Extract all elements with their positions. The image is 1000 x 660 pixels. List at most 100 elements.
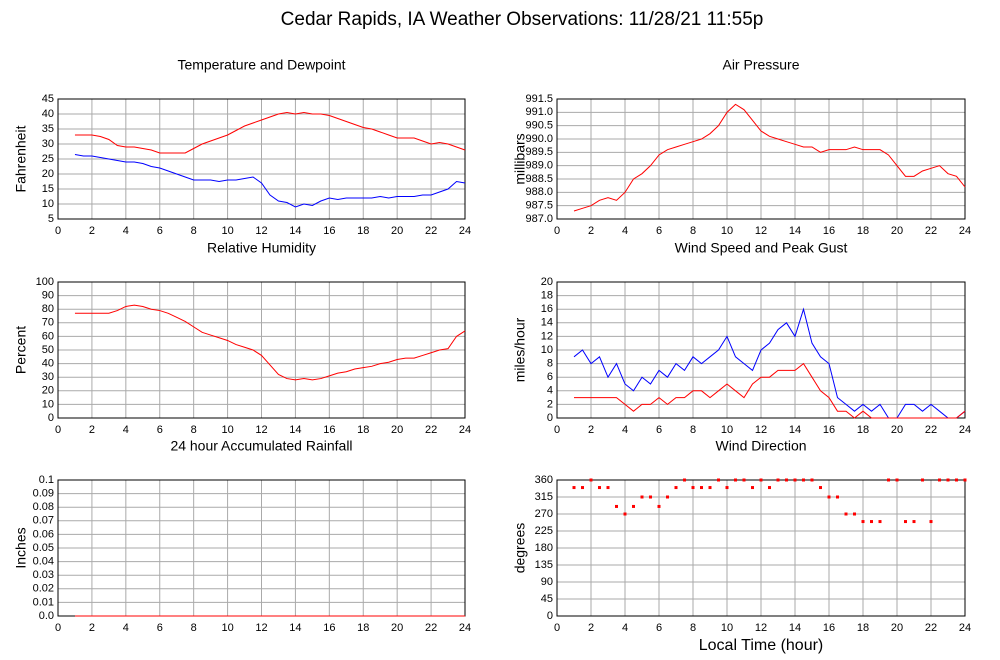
- y-tick-label: 90: [541, 576, 553, 588]
- data-point: [836, 495, 839, 499]
- x-tick-label: 12: [255, 424, 267, 436]
- y-tick-label: 70: [42, 317, 54, 329]
- data-point: [929, 520, 933, 524]
- y-tick-label: 0.0: [39, 610, 54, 622]
- x-tick-label: 18: [357, 225, 369, 237]
- x-tick-label: 22: [925, 424, 937, 436]
- x-tick-label: 14: [289, 424, 301, 436]
- data-point: [785, 478, 788, 482]
- x-tick-label: 8: [690, 424, 696, 436]
- x-tick-label: 2: [588, 622, 594, 634]
- data-point: [683, 478, 686, 482]
- x-tick-label: 16: [323, 622, 335, 634]
- x-tick-label: 4: [123, 424, 129, 436]
- y-tick-label: 0.05: [33, 542, 54, 554]
- y-tick-label: 0.03: [33, 569, 54, 581]
- y-tick-label: 0.09: [33, 488, 54, 500]
- data-point: [751, 486, 754, 490]
- x-tick-label: 6: [157, 424, 163, 436]
- x-tick-label: 4: [622, 622, 628, 634]
- x-tick-label: 20: [891, 622, 903, 634]
- x-tick-label: 18: [857, 622, 869, 634]
- y-tick-label: 60: [42, 330, 54, 342]
- y-tick-label: 988.0: [525, 186, 553, 198]
- x-tick-label: 6: [157, 622, 163, 634]
- y-tick-label: 0.02: [33, 583, 54, 595]
- data-point: [717, 478, 720, 482]
- y-tick-label: 315: [535, 491, 553, 503]
- data-line: [573, 103, 966, 212]
- x-tick-label: 24: [459, 225, 471, 237]
- y-tick-label: 80: [42, 303, 54, 315]
- data-point: [606, 486, 610, 490]
- x-tick-label: 22: [425, 622, 437, 634]
- data-line: [74, 304, 466, 381]
- plot-frame: [57, 98, 466, 220]
- x-tick-label: 20: [391, 225, 403, 237]
- y-tick-label: 35: [42, 123, 54, 135]
- x-tick-label: 0: [55, 622, 61, 634]
- y-axis-label: Fahrenheit: [13, 125, 29, 192]
- x-tick-label: 10: [721, 622, 733, 634]
- y-tick-label: 10: [541, 344, 553, 356]
- data-point: [615, 504, 618, 508]
- data-point: [870, 520, 873, 524]
- x-tick-label: 22: [925, 622, 937, 634]
- x-tick-label: 24: [959, 424, 971, 436]
- data-point: [666, 495, 669, 499]
- x-tick-label: 14: [789, 225, 801, 237]
- data-point: [955, 478, 958, 482]
- data-point: [938, 478, 941, 482]
- x-tick-label: 6: [656, 622, 662, 634]
- data-point: [802, 478, 805, 482]
- data-point: [589, 478, 593, 482]
- y-tick-label: 180: [535, 542, 553, 554]
- y-tick-label: 990.0: [525, 133, 553, 145]
- plot-frame: [556, 98, 966, 220]
- data-point: [657, 504, 661, 508]
- data-point: [649, 495, 652, 499]
- x-tick-label: 2: [89, 225, 95, 237]
- y-tick-label: 40: [42, 358, 54, 370]
- x-tick-label: 10: [721, 424, 733, 436]
- x-tick-label: 18: [857, 225, 869, 237]
- x-tick-label: 4: [622, 225, 628, 237]
- x-tick-label: 16: [323, 225, 335, 237]
- x-tick-label: 12: [255, 225, 267, 237]
- x-tick-label: 2: [588, 424, 594, 436]
- x-tick-label: 16: [823, 424, 835, 436]
- y-tick-label: 989.0: [525, 160, 553, 172]
- x-tick-label: 8: [690, 622, 696, 634]
- x-tick-label: 10: [721, 225, 733, 237]
- x-tick-label: 12: [255, 622, 267, 634]
- y-tick-label: 30: [42, 371, 54, 383]
- data-point: [768, 486, 771, 490]
- data-point: [912, 520, 916, 524]
- x-tick-label: 0: [554, 225, 560, 237]
- y-tick-label: 360: [535, 474, 553, 486]
- x-tick-label: 16: [823, 225, 835, 237]
- data-point: [921, 478, 924, 482]
- data-point: [844, 512, 848, 516]
- x-tick-label: 4: [622, 424, 628, 436]
- y-tick-label: 10: [42, 398, 54, 410]
- y-tick-label: 12: [541, 330, 553, 342]
- data-point: [691, 486, 695, 490]
- y-axis-label: millibars: [512, 133, 528, 184]
- y-tick-label: 0.06: [33, 528, 54, 540]
- x-tick-label: 0: [554, 424, 560, 436]
- x-tick-label: 8: [191, 225, 197, 237]
- y-tick-label: 989.5: [525, 146, 553, 158]
- data-point: [819, 486, 822, 490]
- y-tick-label: 100: [36, 276, 54, 288]
- y-tick-label: 6: [547, 371, 553, 383]
- data-line: [74, 154, 466, 208]
- data-point: [734, 478, 737, 482]
- x-tick-label: 8: [191, 622, 197, 634]
- y-tick-label: 8: [547, 358, 553, 370]
- y-tick-label: 45: [42, 93, 54, 105]
- y-tick-label: 991.0: [525, 106, 553, 118]
- y-axis-label: degrees: [512, 523, 528, 574]
- y-tick-label: 987.5: [525, 200, 553, 212]
